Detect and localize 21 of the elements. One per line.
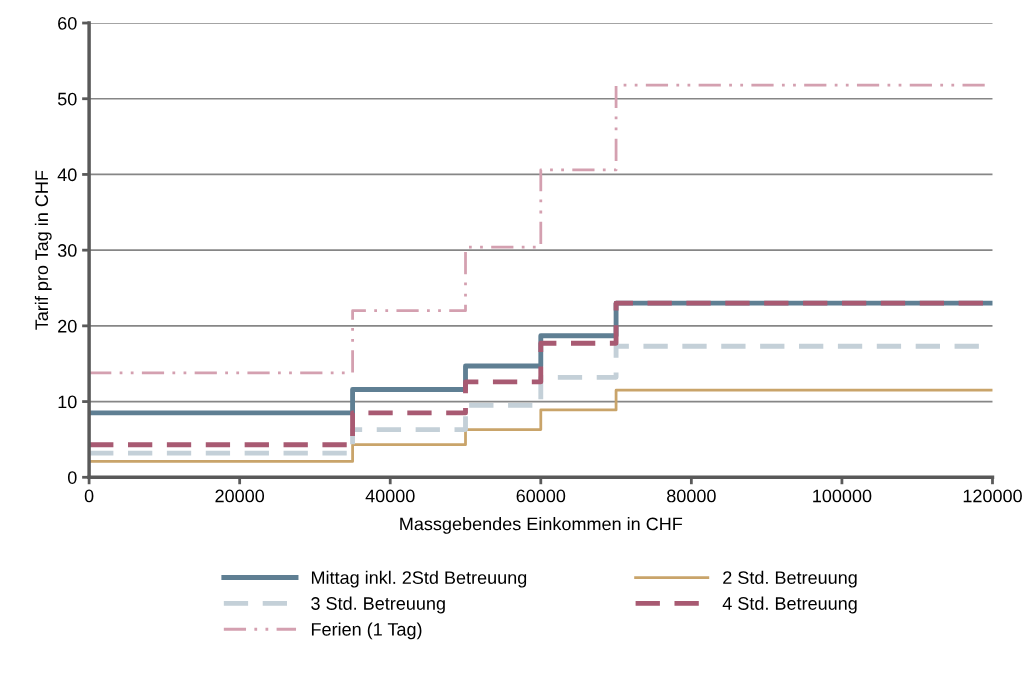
y-axis-title: Tarif pro Tag in CHF (34, 170, 52, 330)
y-tick-label: 30 (57, 244, 77, 257)
x-tick-label: 100000 (813, 489, 872, 503)
y-tick-label: 20 (58, 319, 77, 333)
x-tick-label: 20000 (215, 489, 265, 503)
x-tick-label: 40000 (365, 489, 415, 503)
legend-label: Ferien (1 Tag) (311, 622, 422, 640)
y-tick-label: 0 (67, 471, 77, 485)
x-tick-label: 120000 (963, 489, 1022, 503)
y-tick-label: 60 (58, 16, 77, 30)
y-tick-label: 40 (57, 168, 77, 182)
x-axis-title: Massgebendes Einkommen in CHF (400, 517, 683, 534)
legend-label: Mittag inkl. 2Std Betreuung (311, 570, 527, 588)
y-tick-label: 50 (57, 92, 77, 106)
legend-label: 3 Std. Betreuung (311, 596, 445, 614)
legend-label: 4 Std. Betreuung (722, 596, 857, 614)
x-tick-label: 0 (84, 489, 94, 503)
x-tick-label: 80000 (667, 489, 716, 503)
y-tick-label: 10 (58, 395, 77, 409)
x-tick-label: 60000 (516, 489, 566, 503)
legend-label: 2 Std. Betreuung (723, 570, 857, 588)
